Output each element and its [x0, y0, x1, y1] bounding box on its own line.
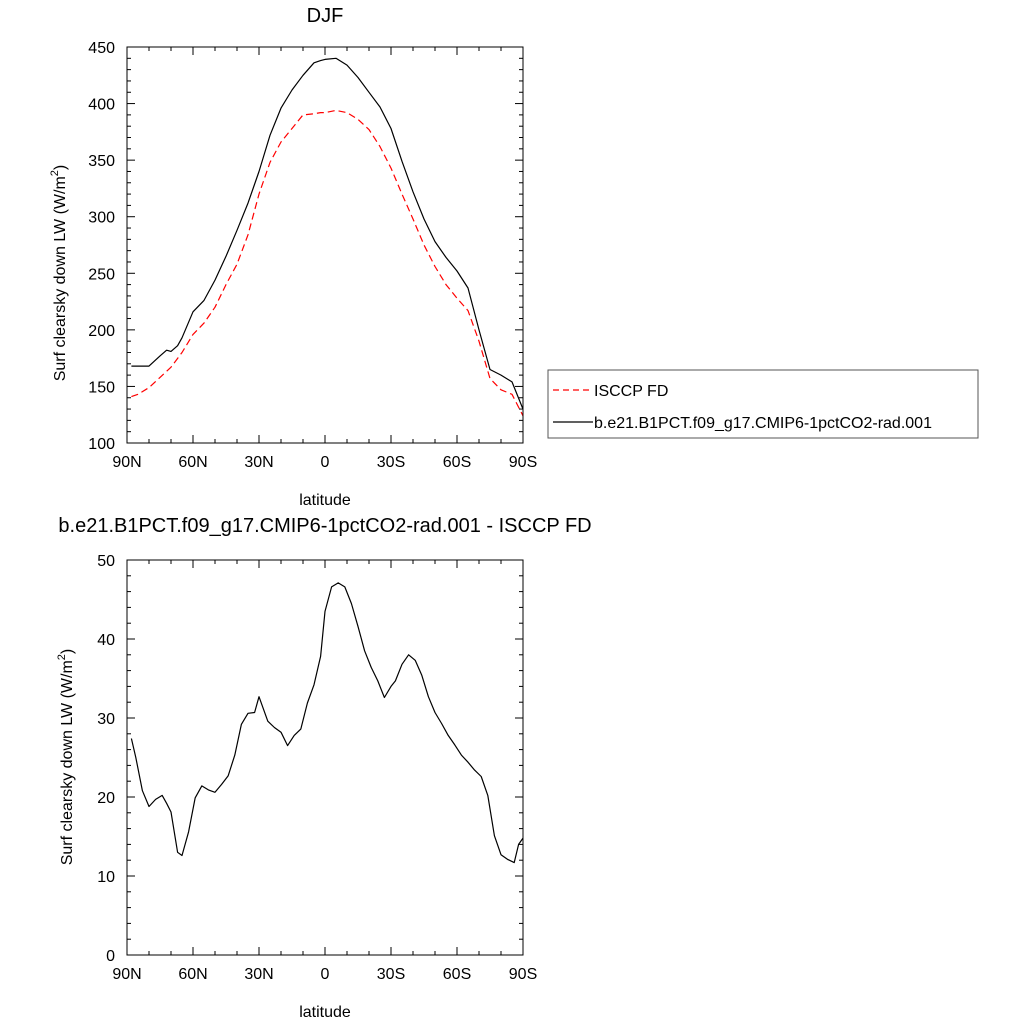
y-axis-label-main: Surf clearsky down LW (W/m — [52, 176, 69, 381]
y-tick-label: 40 — [97, 632, 115, 649]
panel-difference: b.e21.B1PCT.f09_g17.CMIP6-1pctCO2-rad.00… — [56, 515, 592, 1021]
series-line-0 — [130, 582, 524, 864]
x-tick-label: 60N — [178, 454, 207, 471]
y-tick-label: 250 — [88, 266, 115, 283]
tick-marks — [126, 559, 524, 956]
y-axis-label-tail: ) — [59, 649, 76, 654]
x-tick-label: 60S — [443, 966, 471, 983]
y-tick-label: 300 — [88, 210, 115, 227]
y-tick-label: 10 — [97, 869, 115, 886]
x-tick-label: 90N — [112, 454, 141, 471]
x-axis-label: latitude — [299, 1004, 351, 1021]
y-tick-label: 30 — [97, 711, 115, 728]
y-tick-label: 50 — [97, 553, 115, 570]
y-tick-label: 200 — [88, 323, 115, 340]
series-group — [131, 57, 524, 417]
y-tick-label: 150 — [88, 379, 115, 396]
x-tick-labels: 90N 60N 30N 0 30S 60S 90S — [112, 966, 537, 983]
y-axis-label: Surf clearsky down LW (W/m2) — [56, 649, 76, 866]
x-tick-label: 90S — [509, 454, 537, 471]
y-tick-label: 0 — [106, 948, 115, 965]
x-tick-label: 90N — [112, 966, 141, 983]
chart-title: b.e21.B1PCT.f09_g17.CMIP6-1pctCO2-rad.00… — [58, 515, 591, 537]
x-tick-label: 30N — [244, 454, 273, 471]
x-axis-label: latitude — [299, 492, 351, 509]
y-axis-label-main: Surf clearsky down LW (W/m — [59, 660, 76, 865]
y-tick-labels: 100 150 200 250 300 350 400 450 — [88, 40, 115, 453]
y-tick-labels: 0 10 20 30 40 50 — [97, 553, 115, 965]
y-axis-label-superscript: 2 — [56, 654, 68, 660]
series-group — [130, 582, 524, 864]
y-axis-label-superscript: 2 — [49, 170, 61, 176]
y-tick-label: 350 — [88, 153, 115, 170]
legend-label-isccp: ISCCP FD — [594, 383, 668, 400]
legend-box — [547, 369, 979, 439]
series-line-0 — [131, 109, 524, 417]
series-line-1 — [131, 57, 524, 410]
chart-title: DJF — [307, 5, 344, 27]
y-tick-label: 400 — [88, 97, 115, 114]
x-tick-label: 60N — [178, 966, 207, 983]
legend: ISCCP FD b.e21.B1PCT.f09_g17.CMIP6-1pctC… — [547, 369, 979, 439]
x-tick-label: 0 — [321, 966, 330, 983]
x-tick-label: 30N — [244, 966, 273, 983]
tick-marks — [126, 46, 524, 444]
y-tick-label: 20 — [97, 790, 115, 807]
panel-djf: DJF 90N 60N 30N 0 30S 60S 90S 100 150 200 250 300 3… — [49, 5, 979, 509]
legend-label-model: b.e21.B1PCT.f09_g17.CMIP6-1pctCO2-rad.00… — [594, 415, 932, 432]
y-tick-label: 450 — [88, 40, 115, 57]
x-tick-label: 30S — [377, 966, 405, 983]
x-tick-label: 90S — [509, 966, 537, 983]
y-tick-label: 100 — [88, 436, 115, 453]
x-tick-label: 60S — [443, 454, 471, 471]
y-axis-label: Surf clearsky down LW (W/m2) — [49, 165, 69, 382]
x-tick-label: 30S — [377, 454, 405, 471]
x-tick-labels: 90N 60N 30N 0 30S 60S 90S — [112, 454, 537, 471]
y-axis-label-tail: ) — [52, 165, 69, 170]
plot-frame — [126, 559, 524, 956]
x-tick-label: 0 — [321, 454, 330, 471]
plot-frame — [126, 46, 524, 444]
